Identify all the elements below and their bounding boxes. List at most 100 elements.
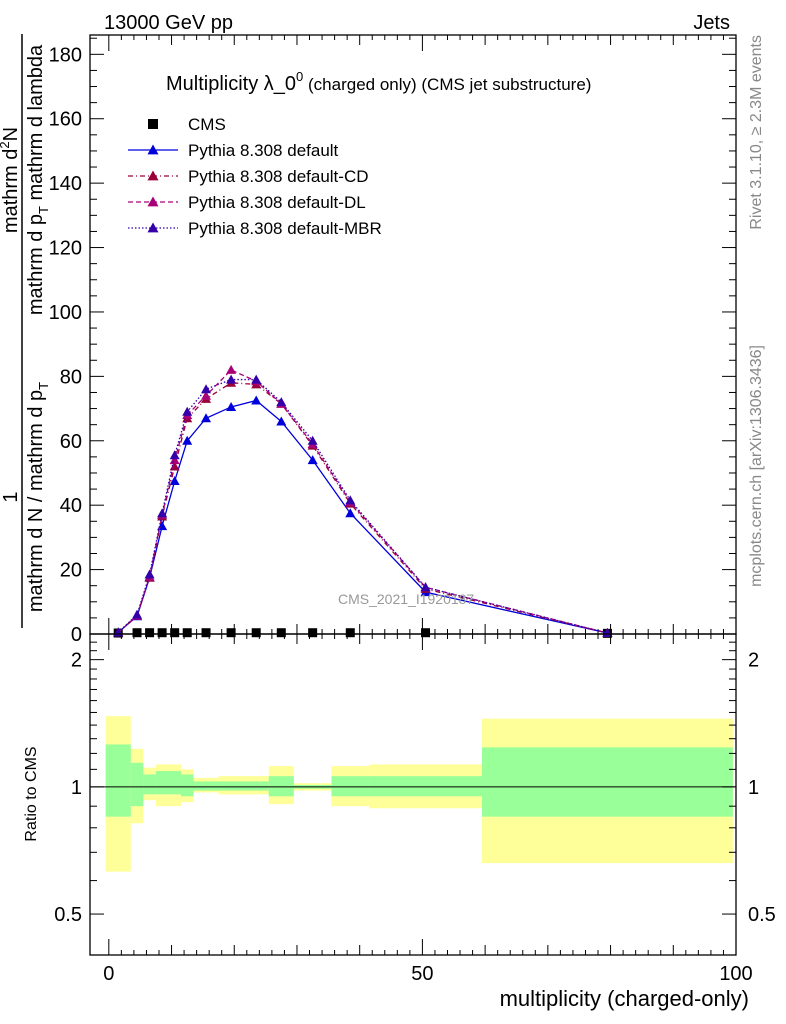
series-marker-1 bbox=[276, 416, 287, 426]
rivet-version-label: Rivet 3.1.10, ≥ 2.3M events bbox=[748, 35, 765, 230]
main-ytick-label: 140 bbox=[49, 173, 82, 195]
plot-title-main: Multiplicity λ_0 bbox=[166, 73, 296, 95]
series-marker-3 bbox=[226, 364, 237, 374]
main-y-axis-label: 1 mathrm d N / mathrm d pT mathrm d2N ma… bbox=[0, 34, 51, 628]
cms-data-point bbox=[201, 628, 211, 638]
series-marker-4 bbox=[276, 397, 287, 407]
series-marker-4 bbox=[307, 435, 318, 445]
cms-data-point bbox=[276, 628, 286, 638]
ratio-inner-band-3 bbox=[155, 771, 181, 795]
ratio-inner-band-4 bbox=[180, 774, 194, 797]
ratio-inner-band-10 bbox=[369, 776, 482, 797]
series-marker-3 bbox=[169, 455, 180, 465]
legend-marker-1 bbox=[147, 144, 159, 155]
y-label-num-sup: 2 bbox=[0, 141, 12, 148]
legend-label-0: CMS bbox=[188, 115, 226, 134]
plot-title-sup: 0 bbox=[296, 69, 303, 84]
mcplots-label: mcplots.cern.ch [arXiv:1306.3436] bbox=[748, 345, 765, 587]
cms-data-point bbox=[182, 628, 192, 638]
series-marker-3 bbox=[201, 390, 212, 400]
series-marker-4 bbox=[157, 508, 168, 518]
y-label-prefix-den-sub: T bbox=[36, 382, 51, 390]
header-energy-label: 13000 GeV pp bbox=[104, 12, 233, 34]
main-ytick-label: 160 bbox=[49, 109, 82, 131]
series-marker-1 bbox=[226, 401, 237, 411]
y-label-prefix-num: 1 bbox=[0, 491, 22, 502]
main-ytick-label: 100 bbox=[49, 302, 82, 324]
ratio-ytick-label-right: 1 bbox=[748, 777, 759, 799]
main-frame bbox=[89, 34, 737, 635]
main-ytick-label: 40 bbox=[60, 495, 82, 517]
legend-label-3: Pythia 8.308 default-DL bbox=[188, 193, 366, 212]
ratio-inner-band-1 bbox=[130, 762, 144, 807]
cms-data-point bbox=[345, 628, 355, 638]
series-marker-4 bbox=[201, 384, 212, 394]
series-marker-4 bbox=[345, 495, 356, 505]
series-marker-1 bbox=[169, 476, 180, 486]
legend-label-4: Pythia 8.308 default-MBR bbox=[188, 219, 382, 238]
y-label-prefix-den: mathrm d N / mathrm d pT bbox=[25, 382, 51, 612]
series-line-3 bbox=[117, 369, 608, 634]
ratio-inner-band-2 bbox=[143, 774, 156, 795]
series-marker-4 bbox=[182, 406, 193, 416]
header-jets-label: Jets bbox=[693, 12, 730, 34]
y-label-den-tail: mathrm d lambda bbox=[25, 44, 47, 206]
series-marker-4 bbox=[420, 582, 431, 592]
y-label-den: mathrm d pT mathrm d lambda bbox=[25, 44, 51, 315]
cms-data-point bbox=[145, 628, 155, 638]
series-marker-1 bbox=[182, 435, 193, 445]
legend-marker-3 bbox=[147, 196, 159, 207]
y-label-prefix-den-main: mathrm d N / mathrm d p bbox=[25, 390, 47, 612]
series-line-4 bbox=[117, 378, 608, 634]
ratio-xtick-label: 50 bbox=[411, 963, 433, 985]
main-ytick-label: 120 bbox=[49, 238, 82, 260]
series-marker-4 bbox=[226, 374, 237, 384]
cms-data-point bbox=[170, 628, 180, 638]
legend-label-1: Pythia 8.308 default bbox=[188, 141, 339, 160]
cms-data-point bbox=[308, 628, 318, 638]
ratio-y-axis-label: Ratio to CMS bbox=[23, 746, 40, 841]
cms-data-point bbox=[132, 628, 142, 638]
ratio-ytick-label: 2 bbox=[71, 650, 82, 672]
ratio-ytick-label: 0.5 bbox=[54, 904, 82, 926]
x-axis-label: multiplicity (charged-only) bbox=[500, 986, 749, 1011]
ratio-xtick-label: 0 bbox=[103, 963, 114, 985]
ratio-inner-band-7 bbox=[268, 776, 294, 797]
main-ytick-label: 0 bbox=[71, 624, 82, 646]
main-plot-panel: 0 20 40 60 80 100 120 140 160 180 bbox=[49, 34, 737, 646]
series-marker-4 bbox=[602, 628, 613, 638]
ratio-plot-panel: 0 50 100 0.5 0.5 1 1 2 2 bbox=[54, 633, 776, 985]
main-ytick-label: 80 bbox=[60, 366, 82, 388]
series-marker-4 bbox=[169, 450, 180, 460]
series-marker-4 bbox=[132, 609, 143, 619]
y-label-num: mathrm d2N bbox=[0, 127, 22, 233]
legend-label-2: Pythia 8.308 default-CD bbox=[188, 167, 369, 186]
series-marker-4 bbox=[251, 374, 262, 384]
series-marker-1 bbox=[307, 455, 318, 465]
ratio-inner-band-5 bbox=[193, 781, 219, 791]
series-marker-1 bbox=[201, 413, 212, 423]
ratio-inner-band-0 bbox=[105, 744, 131, 817]
legend: CMS Pythia 8.308 default Pythia 8.308 defa… bbox=[128, 115, 382, 238]
cms-data-point bbox=[251, 628, 261, 638]
main-ytick-label: 20 bbox=[60, 560, 82, 582]
y-label-num-main: mathrm d bbox=[0, 149, 22, 233]
plot-title-suffix: (charged only) (CMS jet substructure) bbox=[303, 75, 591, 94]
series-marker-1 bbox=[157, 521, 168, 531]
series-marker-4 bbox=[144, 569, 155, 579]
legend-marker-2 bbox=[147, 170, 159, 181]
ratio-inner-band-11 bbox=[481, 747, 733, 817]
series-marker-1 bbox=[345, 508, 356, 518]
y-label-num-tail: N bbox=[0, 127, 22, 141]
ratio-inner-band-9 bbox=[331, 776, 370, 797]
ratio-inner-band-6 bbox=[218, 781, 269, 791]
cms-data-point bbox=[226, 628, 236, 638]
ratio-frame bbox=[89, 633, 737, 956]
plot-title: Multiplicity λ_00 (charged only) (CMS je… bbox=[166, 69, 591, 95]
ratio-ytick-label: 1 bbox=[71, 777, 82, 799]
main-ytick-label: 60 bbox=[60, 431, 82, 453]
y-label-den-main: mathrm d p bbox=[25, 214, 47, 315]
analysis-watermark: CMS_2021_I1920187 bbox=[338, 591, 474, 607]
ratio-xtick-label: 100 bbox=[719, 963, 752, 985]
